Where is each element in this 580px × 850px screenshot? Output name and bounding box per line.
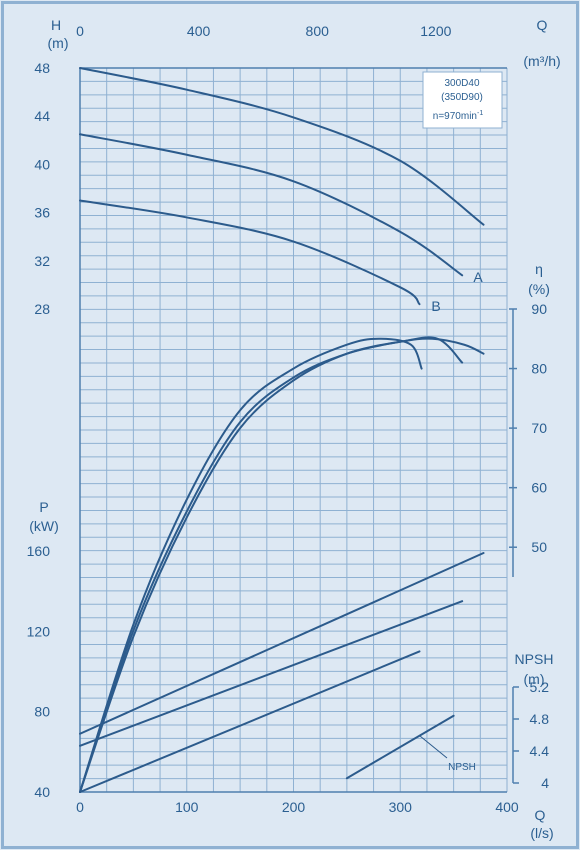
- speed-label-text: n=970min: [433, 111, 477, 122]
- npsh-curve-npsh: [345, 714, 455, 780]
- speed-label-exponent: -1: [477, 110, 483, 117]
- q-ls-axis-unit: (l/s): [530, 825, 553, 841]
- q-m3h-axis-symbol: Q: [537, 17, 548, 33]
- power-curve-6: [79, 552, 485, 735]
- head-tick-label: 36: [34, 205, 50, 221]
- q-ls-tick-label: 400: [495, 799, 519, 815]
- model-label-2: (350D90): [441, 92, 483, 103]
- npsh-axis-symbol: NPSH: [515, 651, 554, 667]
- head-axis-unit: (m): [48, 35, 69, 51]
- q-ls-axis-symbol: Q: [535, 807, 546, 823]
- efficiency-curve-5: [79, 336, 464, 793]
- tick-labels: 0 100 200 300 400 0 400 800 1200 28 32 36 40 44 48 40 80…: [27, 23, 550, 815]
- power-tick-label: 160: [27, 543, 51, 559]
- curve-b-label: B: [431, 298, 440, 314]
- power-curve-8: [79, 650, 421, 793]
- power-axis-unit: (kW): [29, 518, 59, 534]
- npsh-curve-label: NPSH: [448, 762, 476, 773]
- head-tick-label: 28: [34, 301, 50, 317]
- q-ls-tick-label: 0: [76, 799, 84, 815]
- efficiency-axis-symbol: η: [535, 261, 543, 277]
- head-tick-label: 48: [34, 60, 50, 76]
- speed-label: n=970min-1: [433, 110, 484, 122]
- head-tick-label: 40: [34, 156, 50, 172]
- q-m3h-tick-label: 1200: [420, 23, 451, 39]
- npsh-tick-label: 4.8: [530, 711, 550, 727]
- curve-a-label: A: [473, 269, 483, 285]
- q-m3h-tick-label: 800: [306, 23, 330, 39]
- efficiency-curve-3: [79, 337, 423, 793]
- power-axis-symbol: P: [39, 499, 48, 515]
- head-curve-b: [79, 199, 421, 306]
- model-label-1: 300D40: [444, 78, 479, 89]
- q-m3h-tick-label: 400: [187, 23, 211, 39]
- axes: [79, 67, 519, 793]
- power-tick-label: 80: [34, 704, 50, 720]
- npsh-tick-label: 4.4: [530, 743, 550, 759]
- q-ls-tick-label: 100: [175, 799, 199, 815]
- q-m3h-tick-label: 0: [76, 23, 84, 39]
- power-curve-7: [79, 600, 464, 747]
- efficiency-tick-label: 50: [531, 539, 547, 555]
- head-axis-symbol: H: [51, 17, 61, 33]
- model-label-box: [422, 71, 503, 129]
- head-curve-a: [79, 133, 464, 277]
- power-tick-label: 40: [34, 784, 50, 800]
- power-tick-label: 120: [27, 623, 51, 639]
- q-ls-tick-label: 200: [282, 799, 306, 815]
- efficiency-tick-label: 90: [531, 301, 547, 317]
- efficiency-tick-label: 80: [531, 361, 547, 377]
- efficiency-tick-label: 60: [531, 480, 547, 496]
- efficiency-axis-unit: (%): [528, 281, 550, 297]
- curves: [79, 67, 485, 793]
- head-tick-label: 32: [34, 253, 50, 269]
- npsh-tick-label: 4: [541, 775, 549, 791]
- efficiency-tick-label: 70: [531, 420, 547, 436]
- head-curve-0: [79, 67, 485, 226]
- npsh-axis-unit: (m): [524, 671, 545, 687]
- q-m3h-axis-unit: (m³/h): [523, 53, 560, 69]
- npsh-tick-label: 5.2: [530, 679, 550, 695]
- npsh-callout-line: [419, 735, 448, 759]
- q-ls-tick-label: 300: [389, 799, 413, 815]
- head-tick-label: 44: [34, 108, 50, 124]
